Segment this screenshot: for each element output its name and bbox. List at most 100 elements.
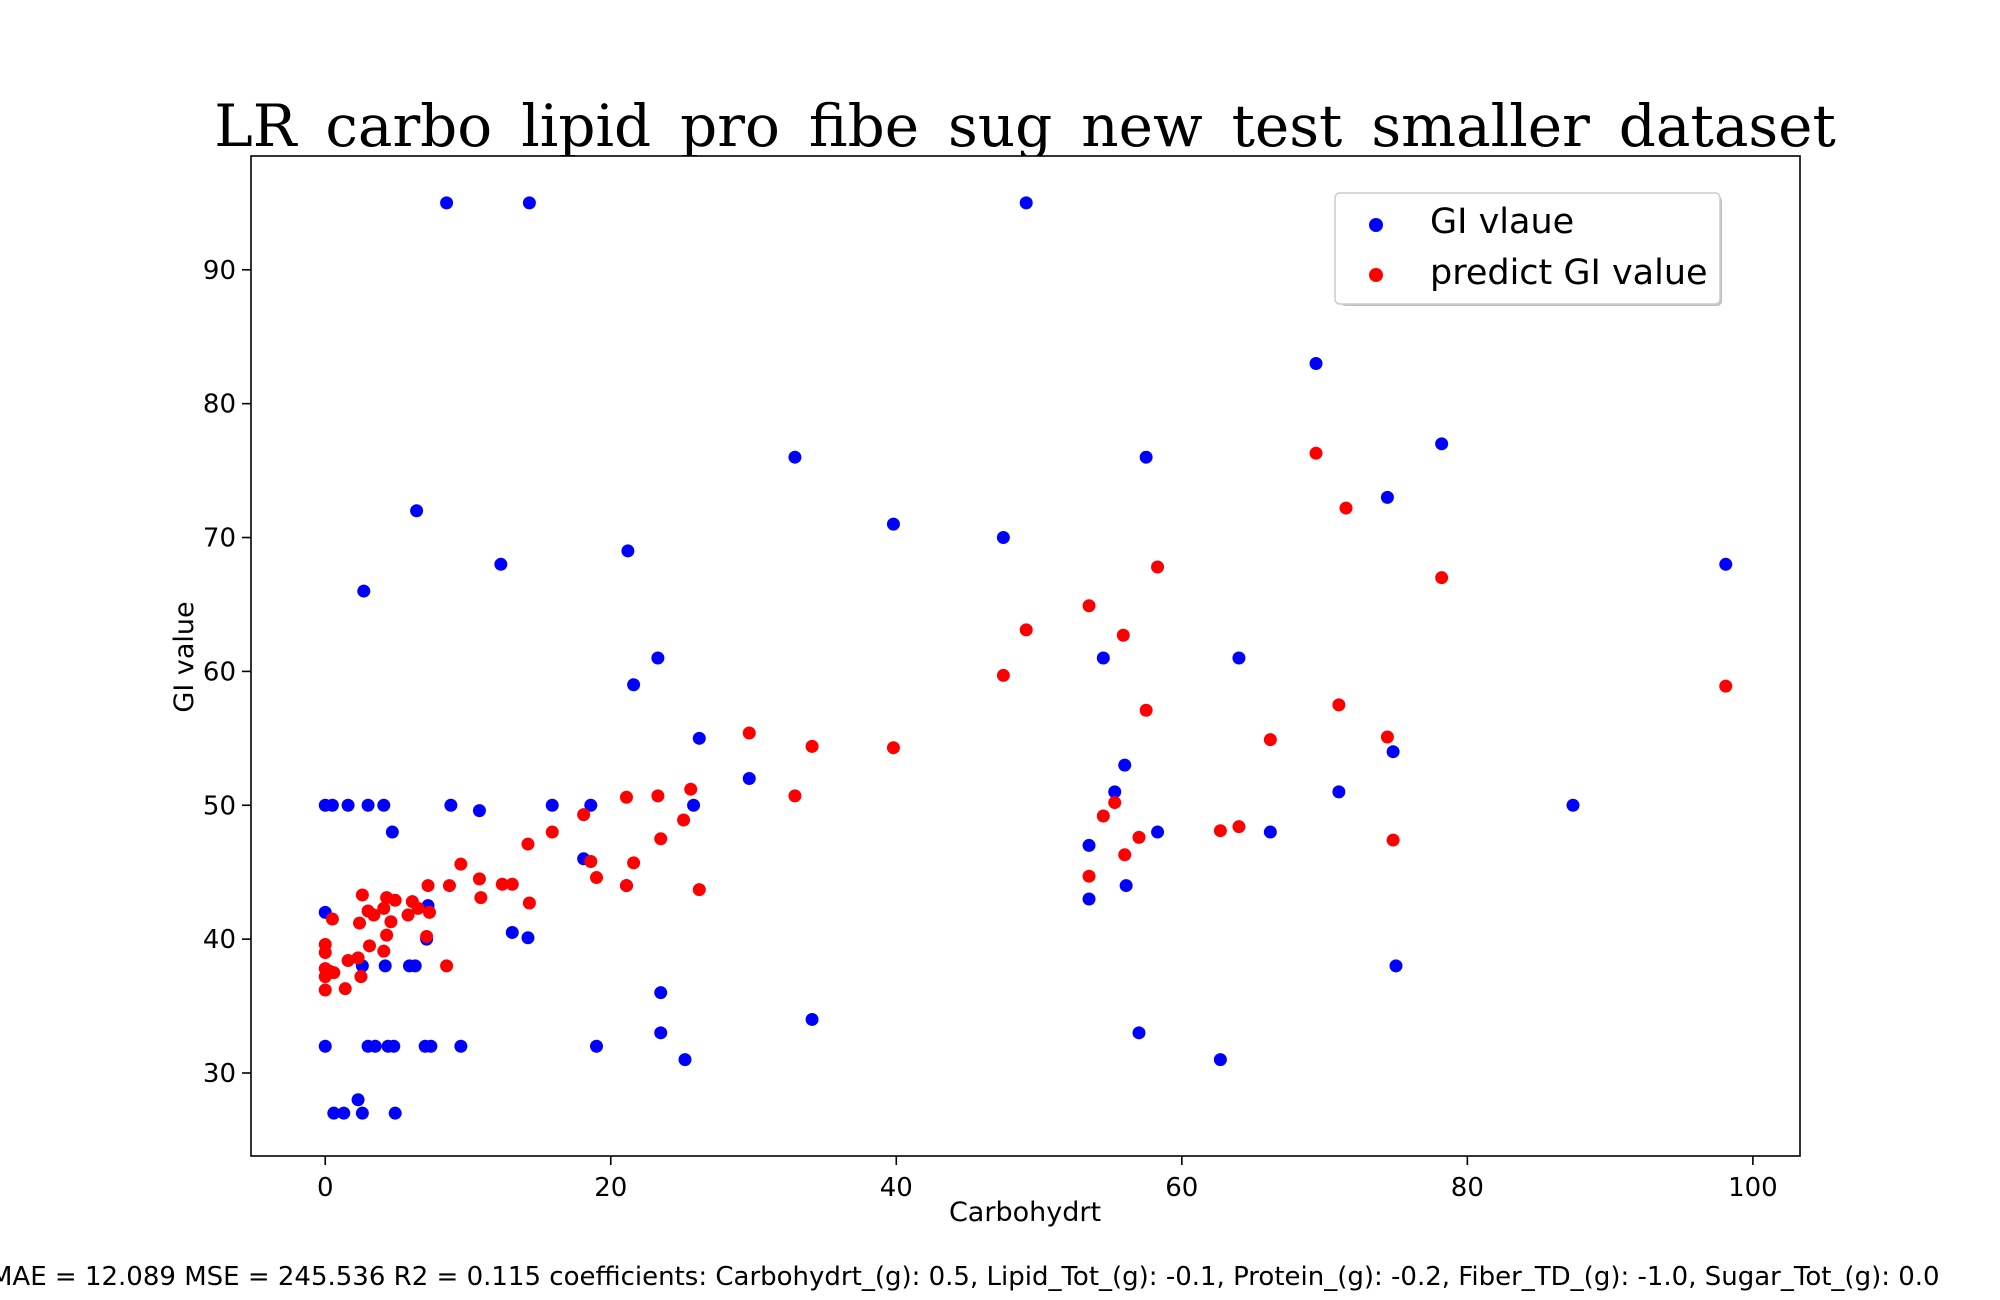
- predicted-gi-point: [627, 856, 641, 870]
- predicted-gi-point: [886, 741, 900, 755]
- gi-value-point: [410, 504, 424, 518]
- predicted-gi-point: [318, 946, 332, 960]
- gi-value-point: [589, 1039, 603, 1053]
- predicted-gi-point: [341, 954, 355, 968]
- gi-value-point: [341, 798, 355, 812]
- predicted-gi-point: [367, 908, 381, 922]
- predicted-gi-point: [522, 896, 536, 910]
- gi-value-point: [1139, 450, 1153, 464]
- gi-value-point: [1332, 785, 1346, 799]
- predicted-gi-point: [353, 916, 367, 930]
- gi-value-point: [424, 1039, 438, 1053]
- gi-value-point: [361, 798, 375, 812]
- x-tick-label: 80: [1451, 1173, 1484, 1203]
- gi-value-point: [387, 1039, 401, 1053]
- x-axis-label: Carbohydrt: [949, 1197, 1101, 1228]
- predicted-gi-point: [355, 888, 369, 902]
- y-tick-label: 40: [203, 925, 236, 955]
- predicted-gi-point: [1082, 599, 1096, 613]
- gi-value-point: [377, 798, 391, 812]
- y-tick-label: 50: [203, 791, 236, 821]
- predicted-gi-point: [318, 983, 332, 997]
- predicted-gi-point: [1213, 824, 1227, 838]
- gi-value-point: [440, 196, 454, 210]
- predicted-gi-point: [380, 928, 394, 942]
- gi-value-point: [355, 1106, 369, 1120]
- predicted-gi-point: [442, 879, 456, 893]
- gi-value-point: [521, 931, 535, 945]
- chart-title: LR_carbo_lipid_pro_fibe_sug_new_test_sma…: [214, 92, 1836, 160]
- gi-value-point: [1108, 785, 1122, 799]
- predicted-gi-point: [684, 782, 698, 796]
- gi-value-point: [886, 517, 900, 531]
- predicted-gi-point: [1019, 623, 1033, 637]
- gi-value-point: [1232, 651, 1246, 665]
- predicted-gi-point: [351, 951, 365, 965]
- gi-value-point: [351, 1093, 365, 1107]
- predicted-gi-point: [1309, 446, 1323, 460]
- x-axis-ticks: 0 20 40 60 80 100: [317, 1156, 1778, 1203]
- predicted-gi-point: [1386, 833, 1400, 847]
- gi-value-point: [1151, 825, 1165, 839]
- gi-value-point: [1096, 651, 1110, 665]
- predicted-gi-point: [384, 915, 398, 929]
- predicted-gi-point: [1719, 679, 1733, 693]
- predicted-gi-point: [422, 905, 436, 919]
- predicted-gi-point: [619, 790, 633, 804]
- gi-value-point: [388, 1106, 402, 1120]
- predicted-gi-point: [654, 832, 668, 846]
- legend-label-predict-gi-value: predict GI value: [1430, 253, 1708, 293]
- gi-value-point: [1309, 356, 1323, 370]
- predicted-gi-point: [401, 908, 415, 922]
- predicted-gi-point: [521, 837, 535, 851]
- gi-value-point: [545, 798, 559, 812]
- y-tick-label: 60: [203, 657, 236, 687]
- predicted-gi-point: [1339, 501, 1353, 515]
- gi-value-point: [385, 825, 399, 839]
- gi-value-point: [788, 450, 802, 464]
- gi-value-point: [318, 1039, 332, 1053]
- gi-value-point: [654, 986, 668, 1000]
- predicted-gi-point: [1132, 830, 1146, 844]
- legend: GI vlaue predict GI value: [1334, 192, 1722, 306]
- predicted-gi-point: [377, 944, 391, 958]
- predicted-gi-point: [742, 726, 756, 740]
- gi-value-point: [627, 678, 641, 692]
- series-gi-value: [318, 196, 1733, 1120]
- predicted-gi-point: [411, 901, 425, 915]
- predicted-gi-point: [788, 789, 802, 803]
- y-tick-label: 30: [203, 1059, 236, 1089]
- predicted-gi-point: [1116, 628, 1130, 642]
- gi-value-point: [378, 959, 392, 973]
- gi-value-point: [742, 771, 756, 785]
- predicted-gi-point: [1332, 698, 1346, 712]
- metrics-footer: MAE = 12.089 MSE = 245.536 R2 = 0.115 co…: [0, 1262, 1940, 1292]
- gi-value-point: [1380, 490, 1394, 504]
- gi-value-point: [522, 196, 536, 210]
- legend-box: [1334, 192, 1721, 305]
- gi-value-point: [651, 651, 665, 665]
- gi-value-point: [621, 544, 635, 558]
- gi-value-point: [687, 798, 701, 812]
- x-tick-label: 60: [1165, 1173, 1198, 1203]
- gi-value-point: [1389, 959, 1403, 973]
- gi-value-point: [408, 959, 422, 973]
- predicted-gi-point: [1151, 560, 1165, 574]
- gi-value-point: [327, 1106, 341, 1120]
- predicted-gi-point: [1118, 848, 1132, 862]
- gi-value-point: [325, 798, 339, 812]
- predicted-gi-point: [338, 982, 352, 996]
- y-axis-ticks: 30 40 50 60 70 80 90: [203, 256, 251, 1089]
- legend-marker-predict-gi-value: [1369, 268, 1383, 282]
- x-tick-label: 40: [880, 1173, 913, 1203]
- predicted-gi-point: [577, 808, 591, 822]
- predicted-gi-point: [677, 813, 691, 827]
- gi-value-point: [1082, 892, 1096, 906]
- gi-value-point: [494, 557, 508, 571]
- gi-value-point: [1263, 825, 1277, 839]
- gi-value-point: [472, 804, 486, 818]
- gi-value-point: [1132, 1026, 1146, 1040]
- predicted-gi-point: [1380, 730, 1394, 744]
- gi-value-point: [357, 584, 371, 598]
